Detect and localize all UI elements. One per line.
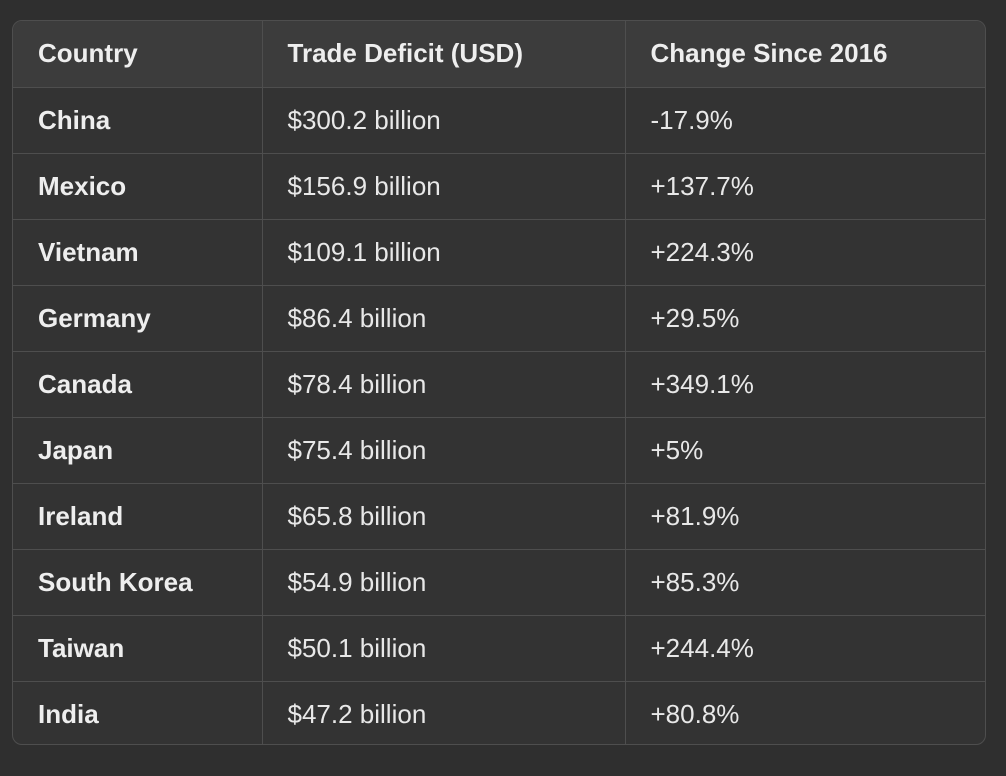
country-cell: Japan — [13, 417, 263, 484]
deficit-cell: $47.2 billion — [262, 681, 626, 744]
change-cell: +81.9% — [625, 483, 985, 550]
change-cell: +137.7% — [625, 153, 985, 220]
deficit-cell: $156.9 billion — [262, 153, 626, 220]
change-cell: +85.3% — [625, 549, 985, 616]
deficit-cell: $50.1 billion — [262, 615, 626, 682]
change-cell: +5% — [625, 417, 985, 484]
column-header-trade-deficit: Trade Deficit (USD) — [262, 21, 626, 88]
country-cell: Ireland — [13, 483, 263, 550]
table-row: India $47.2 billion +80.8% — [13, 681, 985, 744]
trade-deficit-table-container: Country Trade Deficit (USD) Change Since… — [12, 20, 986, 745]
change-cell: +29.5% — [625, 285, 985, 352]
table-row: Taiwan $50.1 billion +244.4% — [13, 615, 985, 682]
column-header-change: Change Since 2016 — [625, 21, 985, 88]
change-cell: +244.4% — [625, 615, 985, 682]
table-row: Japan $75.4 billion +5% — [13, 417, 985, 484]
column-header-country: Country — [13, 21, 263, 88]
change-cell: +224.3% — [625, 219, 985, 286]
country-cell: Germany — [13, 285, 263, 352]
country-cell: South Korea — [13, 549, 263, 616]
table-row: China $300.2 billion -17.9% — [13, 87, 985, 154]
deficit-cell: $300.2 billion — [262, 87, 626, 154]
country-cell: India — [13, 681, 263, 744]
table-row: Mexico $156.9 billion +137.7% — [13, 153, 985, 220]
deficit-cell: $65.8 billion — [262, 483, 626, 550]
table-row: Ireland $65.8 billion +81.9% — [13, 483, 985, 550]
table-row: Germany $86.4 billion +29.5% — [13, 285, 985, 352]
table-row: Vietnam $109.1 billion +224.3% — [13, 219, 985, 286]
change-cell: -17.9% — [625, 87, 985, 154]
country-cell: Taiwan — [13, 615, 263, 682]
deficit-cell: $54.9 billion — [262, 549, 626, 616]
deficit-cell: $78.4 billion — [262, 351, 626, 418]
table-row: Canada $78.4 billion +349.1% — [13, 351, 985, 418]
deficit-cell: $109.1 billion — [262, 219, 626, 286]
deficit-cell: $86.4 billion — [262, 285, 626, 352]
country-cell: China — [13, 87, 263, 154]
country-cell: Mexico — [13, 153, 263, 220]
change-cell: +349.1% — [625, 351, 985, 418]
table-header-row: Country Trade Deficit (USD) Change Since… — [13, 21, 985, 88]
country-cell: Canada — [13, 351, 263, 418]
country-cell: Vietnam — [13, 219, 263, 286]
deficit-cell: $75.4 billion — [262, 417, 626, 484]
trade-deficit-table: Country Trade Deficit (USD) Change Since… — [13, 21, 985, 744]
table-row: South Korea $54.9 billion +85.3% — [13, 549, 985, 616]
change-cell: +80.8% — [650, 698, 740, 729]
